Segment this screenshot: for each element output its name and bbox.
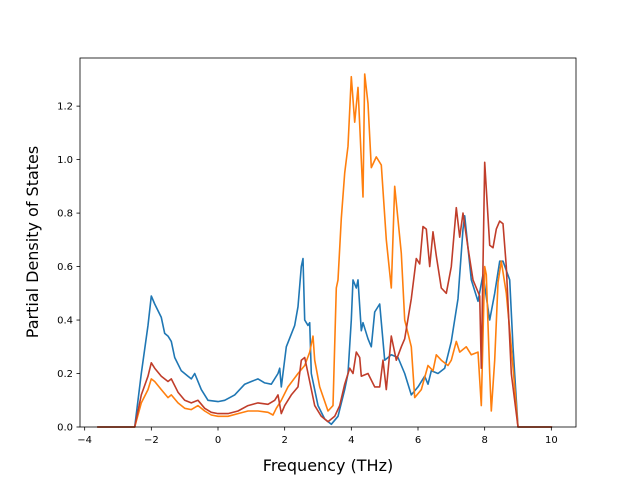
y-tick-label: 0.2 xyxy=(57,369,73,380)
series-line-3 xyxy=(97,161,553,428)
x-axis-label: Frequency (THz) xyxy=(263,456,393,475)
x-tick-label: −4 xyxy=(77,435,92,446)
y-axis-label: Partial Density of States xyxy=(23,146,42,338)
y-tick-label: 1.0 xyxy=(57,155,73,166)
y-tick-label: 0.0 xyxy=(57,423,73,434)
y-tick-label: 1.2 xyxy=(57,102,73,113)
series-layer xyxy=(97,73,553,428)
x-tick-label: 2 xyxy=(281,435,287,446)
x-tick-label: 4 xyxy=(348,435,354,446)
y-tick-label: 0.8 xyxy=(57,209,73,220)
y-tick-label: 0.6 xyxy=(57,262,73,273)
plot-frame xyxy=(79,57,577,428)
x-axis-ticks: −4 −2 0 2 4 6 8 10 xyxy=(77,427,558,446)
x-tick-label: 6 xyxy=(415,435,421,446)
y-axis-ticks: 0.0 0.2 0.4 0.6 0.8 1.0 1.2 xyxy=(57,102,80,434)
x-tick-label: 0 xyxy=(215,435,221,446)
x-tick-label: 10 xyxy=(545,435,558,446)
series-line-1 xyxy=(97,215,553,428)
x-tick-label: −2 xyxy=(144,435,159,446)
series-line-2 xyxy=(97,73,553,428)
y-tick-label: 0.4 xyxy=(57,316,73,327)
x-tick-label: 8 xyxy=(481,435,487,446)
